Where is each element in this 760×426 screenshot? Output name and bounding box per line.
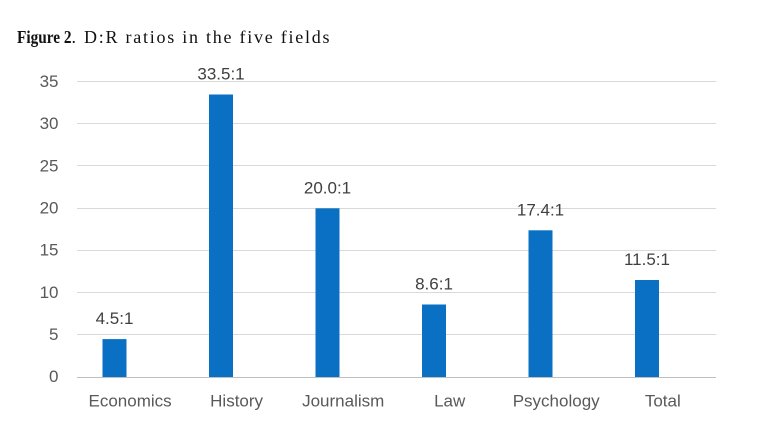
svg-text:10: 10 (40, 283, 59, 302)
svg-text:Economics: Economics (89, 392, 172, 411)
svg-text:30: 30 (40, 114, 59, 133)
svg-text:8.6:1: 8.6:1 (415, 275, 453, 294)
svg-text:15: 15 (40, 241, 59, 260)
svg-text:4.5:1: 4.5:1 (96, 309, 134, 328)
svg-text:History: History (210, 392, 263, 411)
svg-text:0: 0 (49, 367, 58, 386)
svg-text:25: 25 (40, 156, 59, 175)
svg-text:5: 5 (49, 325, 58, 344)
svg-text:35: 35 (40, 72, 59, 91)
svg-text:17.4:1: 17.4:1 (517, 200, 564, 219)
svg-text:Psychology: Psychology (513, 392, 600, 411)
svg-text:Journalism: Journalism (302, 392, 384, 411)
svg-text:11.5:1: 11.5:1 (624, 250, 670, 269)
svg-text:Law: Law (434, 392, 466, 411)
svg-text:Total: Total (645, 392, 681, 411)
svg-text:20: 20 (40, 199, 59, 218)
svg-text:33.5:1: 33.5:1 (197, 65, 244, 84)
svg-text:20.0:1: 20.0:1 (304, 178, 351, 197)
